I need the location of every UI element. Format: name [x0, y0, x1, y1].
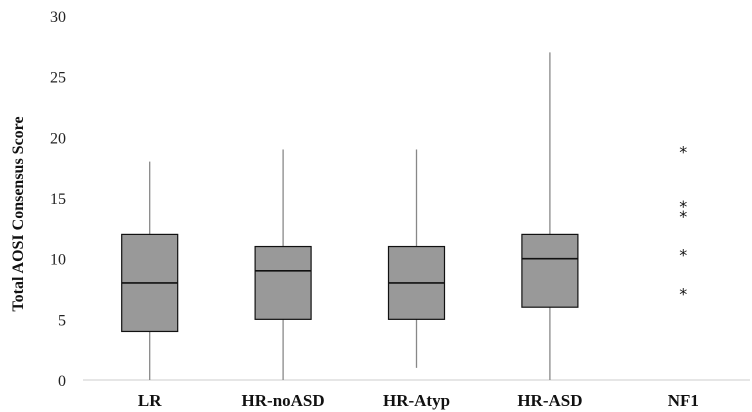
y-tick-label: 10	[50, 252, 66, 269]
y-tick-label: 20	[50, 130, 66, 147]
x-category-label: NF1	[668, 391, 699, 410]
x-category-label: HR-noASD	[242, 391, 325, 410]
point-marker: *	[679, 207, 687, 226]
points-nf1: *****	[679, 142, 687, 303]
x-category-label: LR	[138, 391, 162, 410]
box-hr-asd	[521, 52, 579, 380]
y-tick-label: 15	[50, 191, 66, 208]
point-marker: *	[679, 142, 687, 161]
y-tick-label: 30	[50, 9, 66, 26]
box-iqr	[254, 245, 312, 320]
x-category-label: HR-Atyp	[383, 391, 450, 410]
point-marker: *	[679, 197, 687, 216]
box-hr-noasd	[254, 149, 312, 380]
y-axis-ticks: 0 5 10 15 20 25 30	[50, 9, 66, 390]
x-category-label: HR-ASD	[517, 391, 582, 410]
box-hr-atyp	[387, 149, 446, 368]
y-axis-title: Total AOSI Consensus Score	[10, 116, 27, 311]
y-tick-label: 25	[50, 70, 66, 87]
point-marker: *	[679, 246, 687, 265]
y-tick-label: 5	[58, 312, 66, 329]
box-lr	[121, 161, 179, 380]
x-axis-category-labels: LR HR-noASD HR-Atyp HR-ASD NF1	[138, 391, 699, 410]
y-tick-label: 0	[58, 373, 66, 390]
point-marker: *	[679, 284, 687, 303]
box-iqr	[521, 233, 579, 308]
plot-area: *****	[121, 52, 687, 380]
